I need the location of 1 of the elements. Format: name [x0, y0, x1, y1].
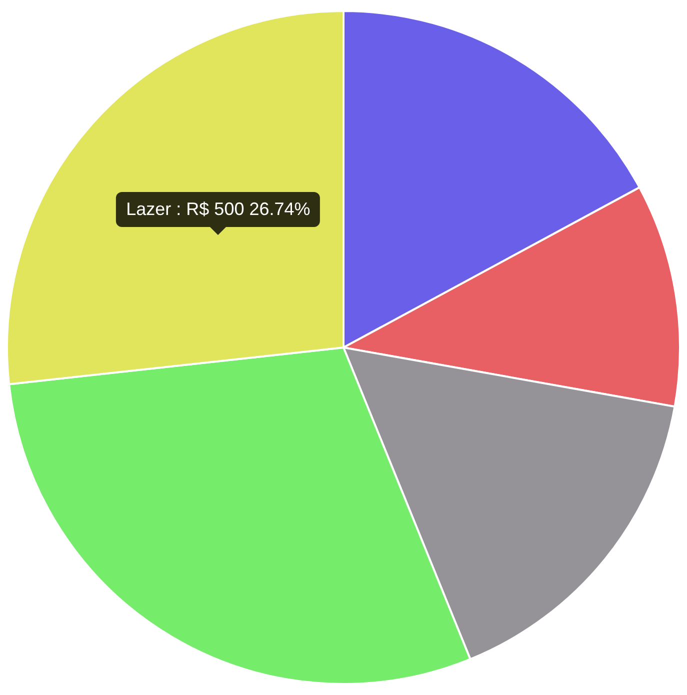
slice-label: Lazer : R$ 500 26.74%: [116, 192, 320, 228]
